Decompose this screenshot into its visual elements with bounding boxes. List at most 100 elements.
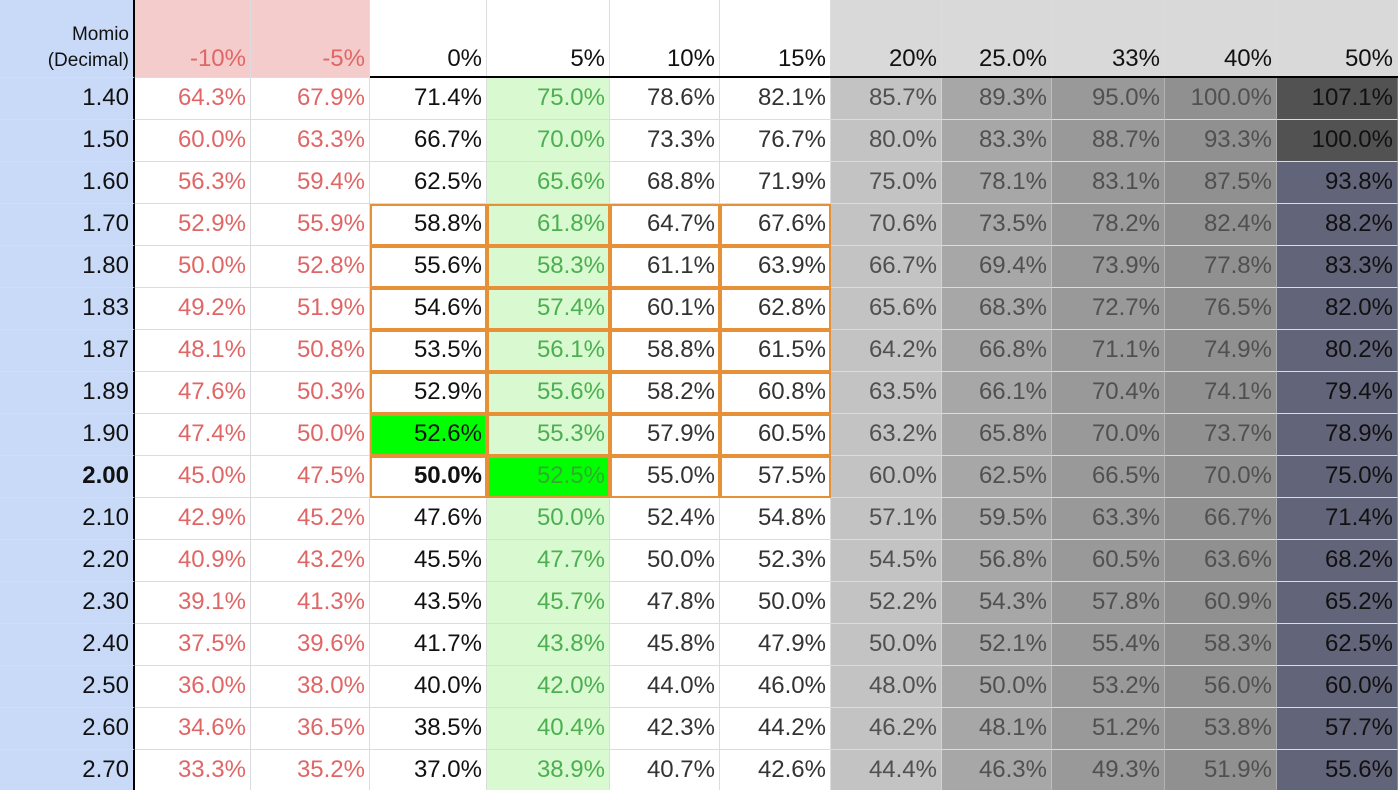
value-cell[interactable]: 54.3% [942, 582, 1052, 624]
value-cell[interactable]: 50.3% [251, 372, 370, 414]
value-cell[interactable]: 62.5% [370, 162, 487, 204]
value-cell[interactable]: 57.5% [720, 456, 831, 498]
value-cell[interactable]: 74.9% [1165, 330, 1277, 372]
value-cell[interactable]: 44.2% [720, 708, 831, 750]
value-cell[interactable]: 50.0% [487, 498, 610, 540]
value-cell[interactable]: 42.0% [487, 666, 610, 708]
value-cell[interactable]: 35.2% [251, 750, 370, 790]
odds-cell[interactable]: 2.00 [0, 456, 135, 498]
value-cell[interactable]: 37.0% [370, 750, 487, 790]
value-cell[interactable]: 50.0% [942, 666, 1052, 708]
value-cell[interactable]: 36.5% [251, 708, 370, 750]
value-cell[interactable]: 58.3% [1165, 624, 1277, 666]
value-cell[interactable]: 58.3% [487, 246, 610, 288]
value-cell[interactable]: 43.8% [487, 624, 610, 666]
value-cell[interactable]: 64.2% [831, 330, 942, 372]
value-cell[interactable]: 76.7% [720, 120, 831, 162]
value-cell[interactable]: 78.1% [942, 162, 1052, 204]
value-cell[interactable]: 57.4% [487, 288, 610, 330]
value-cell[interactable]: 33.3% [135, 750, 251, 790]
value-cell[interactable]: 80.2% [1277, 330, 1398, 372]
odds-cell[interactable]: 1.89 [0, 372, 135, 414]
odds-cell[interactable]: 2.20 [0, 540, 135, 582]
value-cell[interactable]: 60.5% [1052, 540, 1165, 582]
value-cell[interactable]: 55.9% [251, 204, 370, 246]
value-cell[interactable]: 75.0% [487, 78, 610, 120]
value-cell[interactable]: 56.0% [1165, 666, 1277, 708]
odds-cell[interactable]: 1.60 [0, 162, 135, 204]
value-cell[interactable]: 58.8% [370, 204, 487, 246]
column-header[interactable]: 10% [610, 0, 720, 78]
value-cell[interactable]: 63.5% [831, 372, 942, 414]
value-cell[interactable]: 47.7% [487, 540, 610, 582]
value-cell[interactable]: 40.0% [370, 666, 487, 708]
value-cell[interactable]: 65.6% [831, 288, 942, 330]
odds-cell[interactable]: 2.10 [0, 498, 135, 540]
value-cell[interactable]: 60.0% [831, 456, 942, 498]
value-cell[interactable]: 52.4% [610, 498, 720, 540]
value-cell[interactable]: 50.0% [610, 540, 720, 582]
value-cell[interactable]: 78.2% [1052, 204, 1165, 246]
value-cell[interactable]: 51.9% [251, 288, 370, 330]
value-cell[interactable]: 59.5% [942, 498, 1052, 540]
value-cell[interactable]: 39.6% [251, 624, 370, 666]
value-cell[interactable]: 54.5% [831, 540, 942, 582]
value-cell[interactable]: 45.0% [135, 456, 251, 498]
column-header[interactable]: 15% [720, 0, 831, 78]
value-cell[interactable]: 38.9% [487, 750, 610, 790]
value-cell[interactable]: 47.6% [135, 372, 251, 414]
value-cell[interactable]: 66.7% [1165, 498, 1277, 540]
value-cell[interactable]: 40.4% [487, 708, 610, 750]
value-cell[interactable]: 63.2% [831, 414, 942, 456]
value-cell[interactable]: 52.6% [370, 414, 487, 456]
value-cell[interactable]: 66.7% [831, 246, 942, 288]
value-cell[interactable]: 46.2% [831, 708, 942, 750]
odds-cell[interactable]: 2.40 [0, 624, 135, 666]
value-cell[interactable]: 62.5% [1277, 624, 1398, 666]
value-cell[interactable]: 88.7% [1052, 120, 1165, 162]
odds-cell[interactable]: 2.70 [0, 750, 135, 790]
value-cell[interactable]: 45.5% [370, 540, 487, 582]
value-cell[interactable]: 50.8% [251, 330, 370, 372]
value-cell[interactable]: 100.0% [1277, 120, 1398, 162]
value-cell[interactable]: 47.4% [135, 414, 251, 456]
odds-cell[interactable]: 1.90 [0, 414, 135, 456]
value-cell[interactable]: 50.0% [720, 582, 831, 624]
value-cell[interactable]: 38.0% [251, 666, 370, 708]
value-cell[interactable]: 66.7% [370, 120, 487, 162]
value-cell[interactable]: 50.0% [251, 414, 370, 456]
odds-cell[interactable]: 1.80 [0, 246, 135, 288]
value-cell[interactable]: 45.2% [251, 498, 370, 540]
value-cell[interactable]: 44.0% [610, 666, 720, 708]
value-cell[interactable]: 60.9% [1165, 582, 1277, 624]
value-cell[interactable]: 48.1% [135, 330, 251, 372]
value-cell[interactable]: 56.1% [487, 330, 610, 372]
value-cell[interactable]: 93.8% [1277, 162, 1398, 204]
value-cell[interactable]: 73.5% [942, 204, 1052, 246]
value-cell[interactable]: 60.0% [135, 120, 251, 162]
value-cell[interactable]: 49.2% [135, 288, 251, 330]
value-cell[interactable]: 71.9% [720, 162, 831, 204]
value-cell[interactable]: 70.0% [1165, 456, 1277, 498]
value-cell[interactable]: 39.1% [135, 582, 251, 624]
column-header[interactable]: -5% [251, 0, 370, 78]
value-cell[interactable]: 64.3% [135, 78, 251, 120]
value-cell[interactable]: 82.0% [1277, 288, 1398, 330]
value-cell[interactable]: 70.0% [487, 120, 610, 162]
value-cell[interactable]: 62.8% [720, 288, 831, 330]
value-cell[interactable]: 55.3% [487, 414, 610, 456]
value-cell[interactable]: 57.7% [1277, 708, 1398, 750]
value-cell[interactable]: 71.1% [1052, 330, 1165, 372]
column-header[interactable]: 33% [1052, 0, 1165, 78]
odds-cell[interactable]: 1.70 [0, 204, 135, 246]
value-cell[interactable]: 41.3% [251, 582, 370, 624]
value-cell[interactable]: 34.6% [135, 708, 251, 750]
value-cell[interactable]: 60.0% [1277, 666, 1398, 708]
value-cell[interactable]: 88.2% [1277, 204, 1398, 246]
value-cell[interactable]: 70.4% [1052, 372, 1165, 414]
value-cell[interactable]: 73.9% [1052, 246, 1165, 288]
value-cell[interactable]: 64.7% [610, 204, 720, 246]
value-cell[interactable]: 82.4% [1165, 204, 1277, 246]
value-cell[interactable]: 89.3% [942, 78, 1052, 120]
value-cell[interactable]: 52.1% [942, 624, 1052, 666]
